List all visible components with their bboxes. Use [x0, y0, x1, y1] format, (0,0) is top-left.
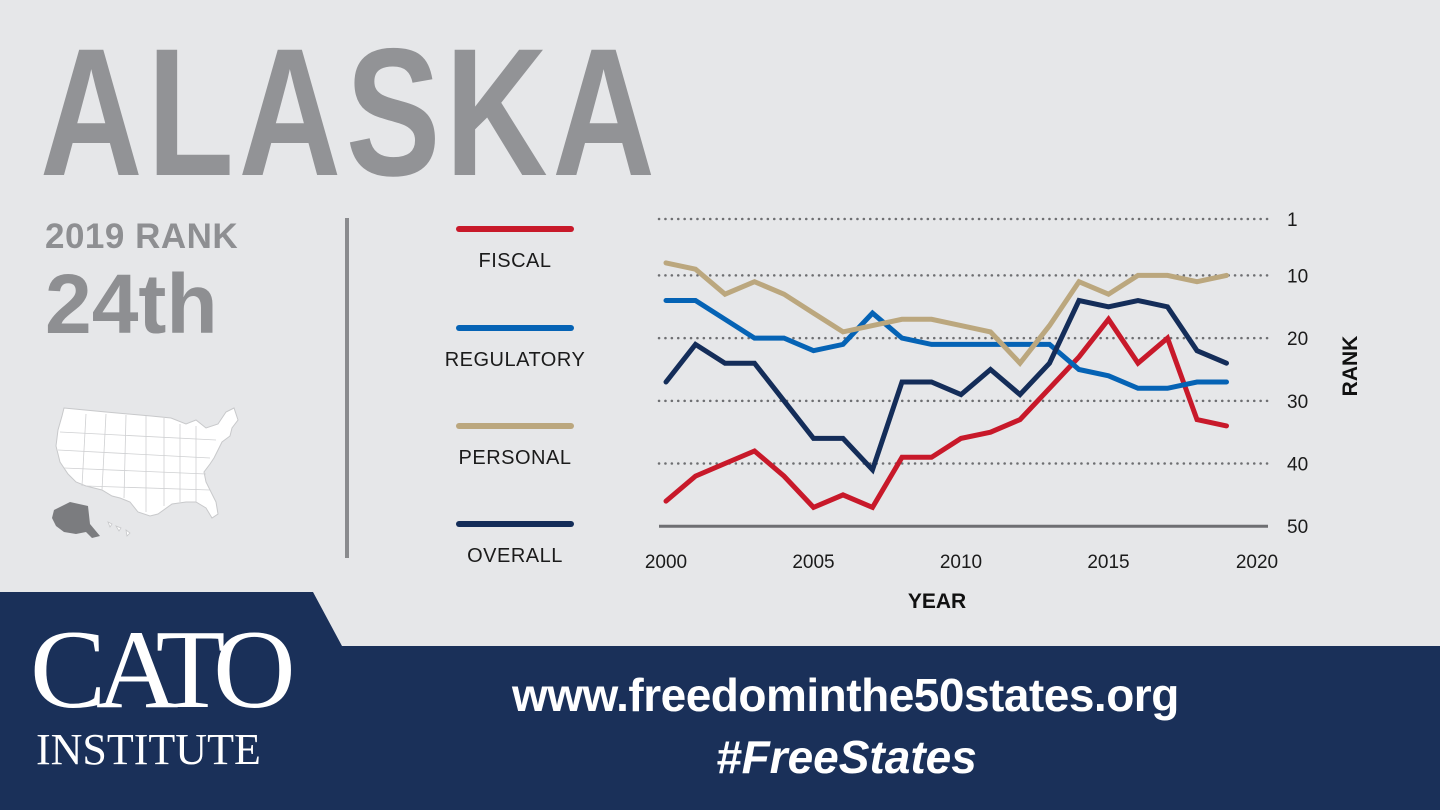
series-line-regulatory: [663, 298, 1229, 391]
y-tick-label: 1: [1287, 210, 1298, 231]
rank-label: 2019 RANK: [45, 217, 239, 256]
series-line-overall: [663, 297, 1229, 475]
y-tick-label: 50: [1287, 517, 1308, 538]
website-url: www.freedominthe50states.org: [512, 669, 1179, 721]
cato-logo-subtitle: INSTITUTE: [36, 725, 261, 774]
cato-logo-wordmark: CATO: [30, 608, 296, 732]
series-line-personal: [663, 260, 1229, 368]
alaska-highlight: [52, 502, 100, 538]
rank-value: 24th: [45, 257, 218, 351]
us-map-icon: [52, 407, 239, 538]
legend-item-personal: PERSONAL: [440, 423, 590, 470]
y-tick-label: 20: [1287, 329, 1308, 350]
x-tick-label: 2015: [1087, 552, 1129, 573]
series-line-fiscal: [663, 315, 1229, 511]
chart-gridlines: [657, 217, 1270, 528]
y-tick-label: 30: [1287, 392, 1308, 413]
y-tick-label: 10: [1287, 266, 1308, 287]
legend-item-regulatory: REGULATORY: [440, 325, 590, 372]
y-tick-label: 40: [1287, 455, 1308, 476]
x-tick-label: 2010: [940, 552, 982, 573]
rank-line-chart: 1 10 20 30 40 50 2000 2005 2010 2015 2020 YEAR RA…: [645, 210, 1362, 613]
x-tick-label: 2000: [645, 552, 687, 573]
x-axis-title: YEAR: [908, 590, 966, 613]
legend-swatch-regulatory: [456, 325, 574, 331]
state-title: ALASKA: [40, 10, 660, 214]
hashtag: #FreeStates: [716, 731, 977, 783]
x-axis-ticks: 2000 2005 2010 2015 2020: [645, 552, 1278, 573]
legend-swatch-overall: [456, 521, 574, 527]
legend-swatch-fiscal: [456, 226, 574, 232]
legend-item-fiscal: FISCAL: [440, 226, 590, 273]
legend-label: REGULATORY: [444, 349, 586, 371]
legend-label: FISCAL: [478, 250, 552, 272]
legend-swatch-personal: [456, 423, 574, 429]
x-tick-label: 2020: [1236, 552, 1278, 573]
legend-label: PERSONAL: [458, 447, 572, 469]
legend-item-overall: OVERALL: [440, 521, 590, 568]
legend-label: OVERALL: [467, 545, 563, 567]
y-axis-title: RANK: [1339, 336, 1362, 397]
y-axis-ticks: 1 10 20 30 40 50: [1287, 210, 1308, 538]
vertical-divider: [345, 218, 349, 558]
x-tick-label: 2005: [792, 552, 834, 573]
chart-series: [663, 260, 1229, 511]
